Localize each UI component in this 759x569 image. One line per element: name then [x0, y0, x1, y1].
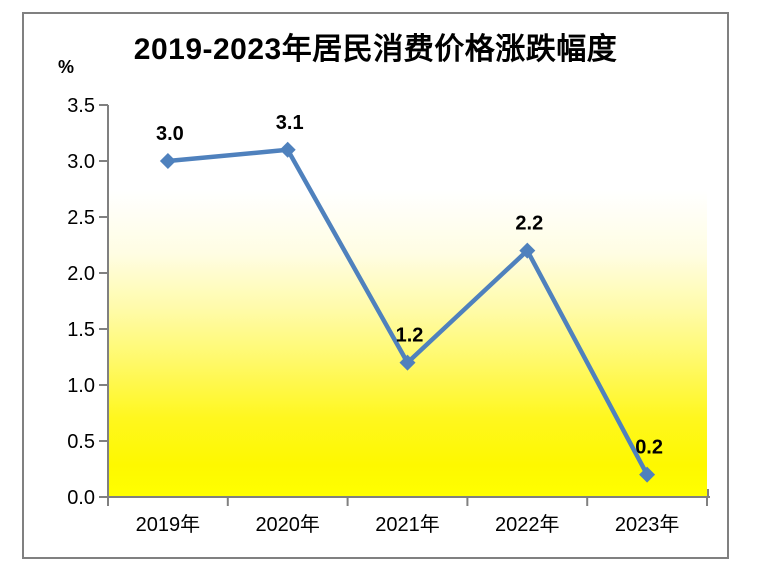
y-tick-labels-group: 0.0 0.5 1.0 1.5 2.0 2.5 3.0 3.5	[67, 95, 95, 509]
x-tick-labels-group: 2019年 2020年 2021年 2022年 2023年	[136, 513, 680, 536]
y-tick-label: 2.0	[67, 263, 95, 285]
data-point-marker	[639, 466, 656, 483]
data-point-marker	[279, 141, 296, 158]
axes-group	[99, 104, 710, 506]
point-labels-group: 3.0 3.1 1.2 2.2 0.2	[156, 112, 663, 459]
plot-area-background	[109, 105, 707, 496]
data-point-label: 2.2	[515, 213, 543, 235]
data-point-label: 1.2	[396, 325, 424, 347]
y-tick-label: 0.0	[67, 487, 95, 509]
y-tick-label: 3.5	[67, 95, 95, 117]
x-tick-label: 2022年	[495, 513, 560, 536]
x-tick-label: 2019年	[136, 513, 201, 536]
y-tick-label: 3.0	[67, 151, 95, 173]
data-point-label: 0.2	[635, 437, 663, 459]
x-tick-label: 2023年	[615, 513, 680, 536]
y-tick-label: 0.5	[67, 431, 95, 453]
data-point-marker	[399, 354, 416, 371]
line-series-group	[159, 141, 656, 483]
y-tick-label: 1.5	[67, 319, 95, 341]
x-tick-label: 2020年	[255, 513, 320, 536]
data-point-label: 3.0	[156, 123, 184, 145]
data-point-marker	[519, 242, 536, 259]
plot-area-group	[109, 105, 707, 496]
y-tick-label: 2.5	[67, 207, 95, 229]
data-point-label: 3.1	[276, 112, 304, 134]
chart-title: 2019-2023年居民消费价格涨跌幅度	[133, 33, 618, 66]
x-tick-label: 2021年	[375, 513, 440, 536]
y-axis-unit-label: %	[58, 57, 75, 77]
data-point-marker	[159, 153, 176, 169]
y-tick-label: 1.0	[67, 375, 95, 397]
